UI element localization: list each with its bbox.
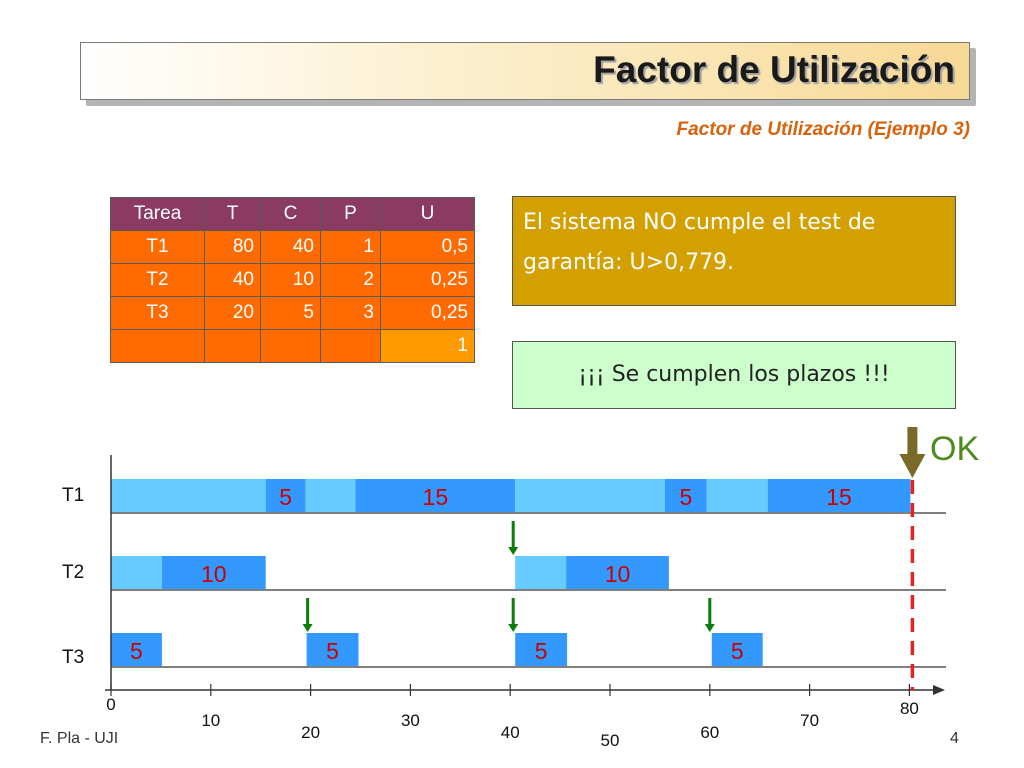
waiting-bar	[515, 479, 665, 512]
ok-label: OK	[930, 430, 979, 468]
table-cell: 5	[260, 296, 321, 330]
x-tick-label: 40	[501, 723, 520, 742]
execution-time-label: 5	[679, 484, 692, 510]
deadlines-met-message: ¡¡¡ Se cumplen los plazos !!!	[512, 341, 956, 409]
table-header-row: Tarea T C P U	[110, 197, 475, 231]
execution-bar	[566, 556, 669, 589]
task-table: Tarea T C P U T1 80 40 1 0,5 T2 40 10 2 …	[110, 197, 475, 363]
execution-bar	[111, 633, 162, 666]
execution-time-label: 5	[279, 484, 292, 510]
x-tick-label: 30	[401, 711, 420, 730]
table-cell: T3	[110, 296, 205, 330]
execution-time-label: 5	[731, 638, 744, 664]
execution-bar	[664, 479, 707, 512]
table-cell: 2	[320, 263, 381, 297]
release-arrowhead	[508, 624, 519, 632]
table-cell: 1	[320, 230, 381, 264]
task-label: T2	[62, 562, 84, 583]
header-c: C	[260, 197, 321, 231]
table-cell: T1	[110, 230, 205, 264]
x-tick-label: 10	[201, 711, 220, 730]
table-row: T1 80 40 1 0,5	[110, 230, 475, 264]
total-utilization-cell: 1	[380, 329, 475, 363]
header-p: P	[320, 197, 381, 231]
x-tick-label: 0	[106, 695, 115, 714]
x-tick-label: 60	[700, 723, 719, 742]
execution-bar	[306, 633, 359, 666]
execution-bar	[711, 633, 763, 666]
waiting-bar	[111, 556, 162, 589]
task-label: T1	[62, 485, 84, 506]
execution-bar	[515, 633, 568, 666]
execution-time-label: 5	[535, 638, 548, 664]
title-banner: Factor de Utilización	[80, 42, 970, 100]
execution-time-label: 10	[201, 561, 227, 587]
ok-arrow-head	[899, 454, 926, 478]
task-label: T3	[62, 647, 84, 668]
page-number: 4	[950, 730, 959, 747]
guarantee-test-message: El sistema NO cumple el test de garantía…	[512, 196, 956, 306]
table-cell	[110, 329, 205, 363]
x-tick-label: 70	[800, 711, 819, 730]
x-tick-label: 50	[601, 731, 620, 750]
table-cell: 40	[260, 230, 321, 264]
release-arrowhead	[302, 624, 313, 632]
execution-time-label: 15	[423, 484, 449, 510]
execution-time-label: 15	[826, 484, 852, 510]
waiting-bar	[305, 479, 356, 512]
table-cell: 20	[204, 296, 261, 330]
execution-bar	[161, 556, 266, 589]
table-cell: 3	[320, 296, 381, 330]
release-arrowhead	[508, 547, 519, 555]
table-cell	[204, 329, 261, 363]
table-cell	[260, 329, 321, 363]
waiting-bar	[111, 479, 266, 512]
execution-bar	[355, 479, 516, 512]
page-subtitle: Factor de Utilización (Ejemplo 3)	[676, 119, 971, 140]
execution-time-label: 5	[326, 638, 339, 664]
execution-time-label: 5	[130, 638, 143, 664]
table-cell: 0,5	[380, 230, 475, 264]
page-title: Factor de Utilización	[593, 49, 955, 90]
header-tarea: Tarea	[110, 197, 205, 231]
execution-bar	[767, 479, 911, 512]
waiting-bar	[706, 479, 768, 512]
table-cell	[320, 329, 381, 363]
x-tick-label: 80	[900, 699, 919, 718]
footer-author: F. Pla - UJI	[40, 730, 119, 747]
execution-bar	[265, 479, 306, 512]
waiting-bar	[515, 556, 567, 589]
ok-arrow-shaft	[907, 427, 918, 455]
table-cell: 10	[260, 263, 321, 297]
x-axis-arrowhead	[933, 685, 945, 695]
table-total-row: 1	[110, 329, 475, 363]
table-cell: 0,25	[380, 296, 475, 330]
execution-time-label: 10	[605, 561, 631, 587]
table-row: T3 20 5 3 0,25	[110, 296, 475, 330]
table-cell: 40	[204, 263, 261, 297]
x-tick-label: 20	[301, 723, 320, 742]
release-arrowhead	[704, 624, 715, 632]
